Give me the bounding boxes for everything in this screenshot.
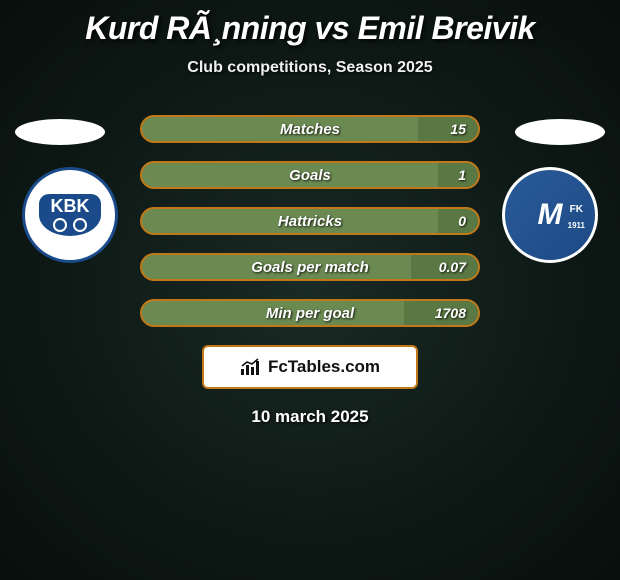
branding-link[interactable]: FcTables.com xyxy=(202,345,418,389)
comparison-content: KBK M FK 1911 Matches 15 Goals 1 Hattric… xyxy=(0,115,620,427)
stat-bar: Goals 1 xyxy=(140,161,480,189)
club-right-sub2: 1911 xyxy=(568,221,585,230)
club-right-short: M xyxy=(538,198,563,232)
club-left-short: KBK xyxy=(51,196,90,217)
player-avatar-left-placeholder xyxy=(15,119,105,145)
stat-value: 0 xyxy=(458,213,466,229)
page-subtitle: Club competitions, Season 2025 xyxy=(0,59,620,77)
stat-value: 15 xyxy=(450,121,466,137)
stat-value: 1708 xyxy=(435,305,466,321)
stat-bar: Goals per match 0.07 xyxy=(140,253,480,281)
page-title: Kurd RÃ¸nning vs Emil Breivik xyxy=(0,0,620,47)
stat-label: Hattricks xyxy=(142,213,478,230)
stat-label: Goals xyxy=(142,167,478,184)
stat-value: 1 xyxy=(458,167,466,183)
chart-icon xyxy=(240,358,262,376)
stat-label: Matches xyxy=(142,121,478,138)
stat-bars-container: Matches 15 Goals 1 Hattricks 0 Goals per… xyxy=(140,115,480,327)
club-badge-right: M FK 1911 xyxy=(502,167,598,263)
stat-bar: Matches 15 xyxy=(140,115,480,143)
club-badge-left: KBK xyxy=(22,167,118,263)
stat-bar: Min per goal 1708 xyxy=(140,299,480,327)
player-avatar-right-placeholder xyxy=(515,119,605,145)
footer-date: 10 march 2025 xyxy=(0,407,620,427)
branding-text: FcTables.com xyxy=(268,357,380,377)
club-right-sub1: FK xyxy=(570,204,583,215)
stat-bar: Hattricks 0 xyxy=(140,207,480,235)
owl-eyes-icon xyxy=(53,218,87,232)
club-badge-left-text: KBK xyxy=(39,194,101,236)
stat-label: Min per goal xyxy=(142,305,478,322)
stat-label: Goals per match xyxy=(142,259,478,276)
stat-value: 0.07 xyxy=(439,259,466,275)
